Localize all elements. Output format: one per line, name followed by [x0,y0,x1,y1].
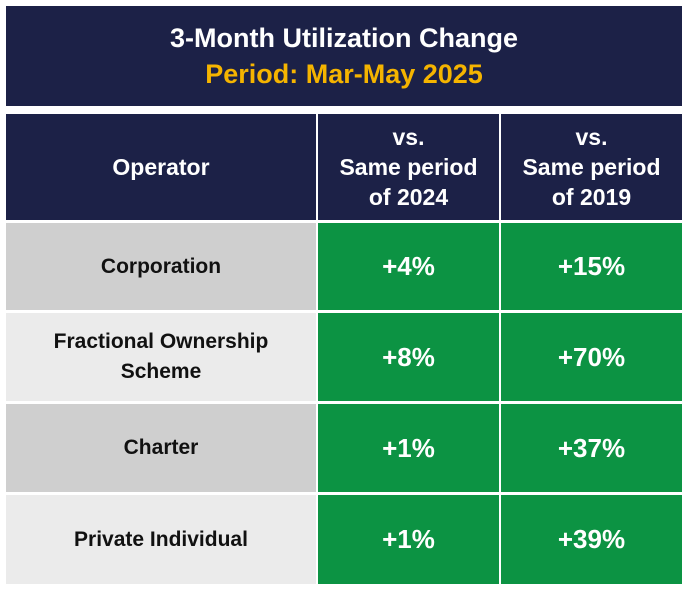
row-operator-cell: Fractional Ownership Scheme [6,313,316,401]
chart-title: 3-Month Utilization Change [170,23,518,53]
title-banner: 3-Month Utilization Change Period: Mar-M… [6,6,682,106]
row-vs-2019-cell: +39% [501,495,682,584]
chart-period: Period: Mar-May 2025 [205,59,483,89]
utilization-table: Operator vs. Same period of 2024 vs. Sam… [6,114,682,584]
row-vs-2024-cell: +1% [318,495,499,584]
header-operator-label: Operator [112,154,210,180]
header-operator: Operator [6,114,316,220]
row-operator-cell: Charter [6,404,316,492]
header-vs-2024-line3: of 2024 [368,184,449,210]
row-vs-2019-cell: +70% [501,313,682,401]
row-operator-cell: Corporation [6,223,316,310]
header-vs-2019: vs. Same period of 2019 [501,114,682,220]
row-vs-2024-cell: +4% [318,223,499,310]
header-vs-2019-line3: of 2019 [551,184,632,210]
header-vs-2024-line1: vs. [392,124,425,150]
header-vs-2024: vs. Same period of 2024 [318,114,499,220]
row-operator-cell: Private Individual [6,495,316,584]
header-vs-2019-line2: Same period [522,154,661,180]
row-vs-2024-cell: +8% [318,313,499,401]
row-vs-2019-cell: +15% [501,223,682,310]
header-vs-2024-line2: Same period [339,154,478,180]
row-vs-2019-cell: +37% [501,404,682,492]
row-vs-2024-cell: +1% [318,404,499,492]
header-vs-2019-line1: vs. [575,124,608,150]
